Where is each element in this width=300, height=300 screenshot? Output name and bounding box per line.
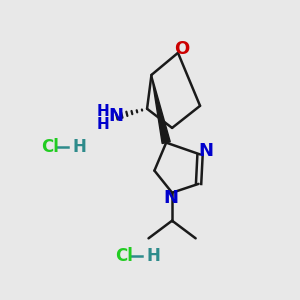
Text: Cl: Cl bbox=[41, 138, 59, 156]
Text: Cl: Cl bbox=[115, 247, 133, 265]
Polygon shape bbox=[152, 75, 170, 143]
Text: H: H bbox=[97, 103, 109, 118]
Text: N: N bbox=[109, 107, 124, 125]
Text: N: N bbox=[198, 142, 213, 160]
Text: H: H bbox=[146, 247, 160, 265]
Text: N: N bbox=[163, 189, 178, 207]
Text: H: H bbox=[73, 138, 87, 156]
Text: O: O bbox=[174, 40, 189, 58]
Text: H: H bbox=[97, 117, 109, 132]
